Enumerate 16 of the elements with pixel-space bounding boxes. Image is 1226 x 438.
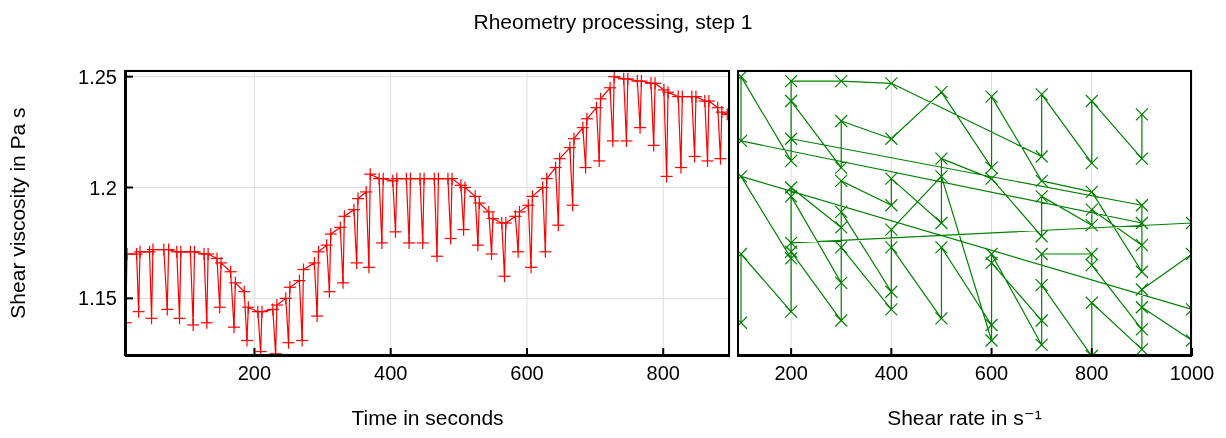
x-tick-label: 400: [874, 362, 909, 385]
x-tick-label: 600: [510, 362, 544, 385]
x-tick-label: 800: [1075, 362, 1109, 385]
x-tick-label: 600: [974, 362, 1009, 385]
x-tick-label: 200: [237, 362, 272, 385]
x-axis-title: Shear rate in s⁻¹: [886, 406, 1043, 430]
y-tick-label: 1.25: [78, 65, 117, 88]
y-axis-title: Shear viscosity in Pa s: [6, 107, 29, 319]
x-tick-label: 200: [774, 362, 808, 385]
chart-title: Rheometry processing, step 1: [472, 10, 754, 34]
x-tick-label: 400: [374, 362, 408, 385]
y-tick-label: 1.15: [78, 287, 117, 310]
x-tick-label: 1000: [1169, 362, 1215, 385]
y-tick-label: 1.2: [89, 176, 117, 199]
x-axis-title: Time in seconds: [350, 406, 505, 430]
x-tick-label: 800: [646, 362, 680, 385]
